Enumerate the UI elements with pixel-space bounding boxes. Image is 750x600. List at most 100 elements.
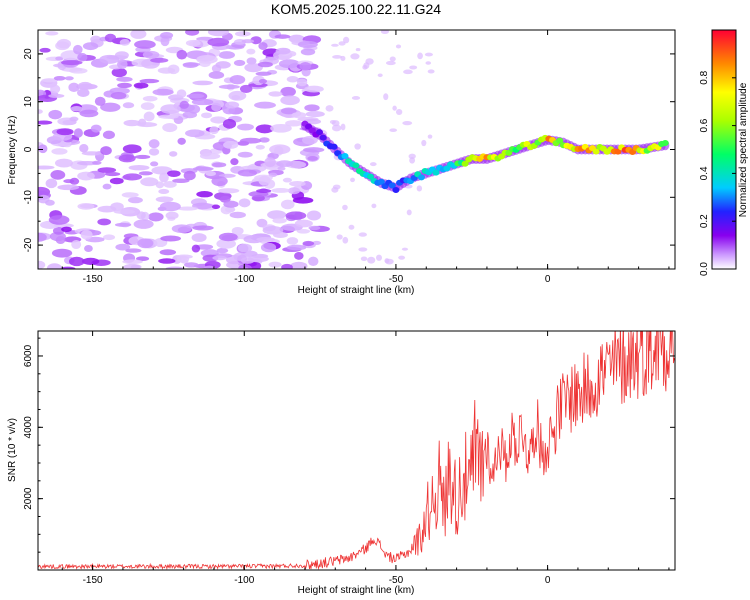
noise-blob [237,151,253,158]
y-tick-label: 2000 [23,487,34,510]
colorbar-tick-label: 0.8 [699,70,710,84]
noise-blob [288,187,301,195]
noise-blob [385,60,396,66]
noise-blob [151,166,173,175]
noise-blob [375,254,383,261]
noise-blob [246,57,257,65]
noise-blob [185,129,205,138]
noise-blob [81,257,100,265]
noise-blob [308,256,319,267]
y-tick-label: 6000 [23,344,34,367]
noise-blob [209,126,219,135]
chart-title: KOM5.2025.100.22.11.G24 [271,1,441,17]
noise-blob [38,144,48,154]
noise-blob [401,247,409,251]
noise-blob [81,151,102,156]
noise-blob [191,233,207,243]
noise-blob [77,203,95,210]
noise-blob [118,154,136,163]
noise-blob [77,81,93,91]
noise-blob [229,211,246,219]
noise-blob [159,201,181,212]
noise-blob [158,114,179,119]
noise-blob [158,188,170,195]
noise-blob [137,238,154,249]
noise-blob [57,184,80,191]
noise-blob [38,109,43,114]
noise-blob [175,254,193,259]
snr-marks [38,331,675,570]
noise-blob [134,154,151,159]
noise-blob [84,244,93,252]
noise-blob [185,30,200,36]
noise-blob [243,235,264,244]
noise-blob [61,66,83,73]
noise-blob [363,62,370,69]
noise-blob [304,104,320,112]
y-tick-label: 4000 [23,416,34,439]
noise-blob [136,122,158,128]
noise-blob [282,177,292,183]
noise-blob [152,88,174,96]
noise-blob [122,102,135,109]
noise-blob [286,244,307,251]
noise-blob [110,202,124,212]
noise-blob [119,38,130,46]
noise-blob [336,234,343,240]
y-tick-label: 0 [23,146,34,152]
noise-blob [196,191,213,198]
noise-blob [211,204,221,210]
noise-blob [163,180,177,188]
noise-blob [51,248,73,258]
noise-blob [342,236,349,244]
x-tick-label: -150 [83,274,103,285]
noise-blob [165,211,179,220]
noise-blob [255,124,274,134]
noise-blob [259,137,270,143]
noise-blob [383,93,389,101]
spectrogram-ylabel: Frequency (Hz) [7,116,18,185]
x-tick-label: -100 [234,274,254,285]
noise-blob [271,187,291,193]
noise-blob [228,90,247,101]
noise-blob [417,52,423,60]
noise-blob [237,169,258,177]
noise-blob [38,232,47,242]
noise-blob [340,123,346,131]
noise-blob [160,235,182,242]
snr-ylabel: SNR (10 * v/v) [7,418,18,482]
noise-blob [169,151,178,157]
noise-blob [384,258,394,265]
y-tick-label: 10 [23,96,34,108]
noise-blob [45,178,58,189]
noise-blob [196,54,218,64]
ridge-point [308,127,316,134]
noise-blob [350,177,355,183]
noise-blob [148,139,160,149]
noise-blob [183,262,199,268]
noise-blob [406,209,412,216]
noise-blob [128,165,150,171]
noise-blob [133,82,149,89]
noise-blob [294,251,304,260]
noise-blob [46,263,63,269]
noise-blob [304,85,324,93]
noise-blob [325,105,334,112]
noise-blob [218,84,240,90]
noise-blob [183,170,196,181]
noise-blob [54,158,74,168]
noise-blob [351,96,361,100]
noise-blob [114,222,132,227]
noise-blob [331,187,339,193]
noise-blob [80,229,93,240]
ridge-point [341,152,349,159]
colorbar [711,29,737,270]
noise-blob [211,102,222,112]
noise-blob [136,211,146,220]
noise-blob [111,67,127,78]
noise-blob [148,212,164,222]
noise-blob [255,71,272,76]
noise-blob [297,40,318,49]
noise-blob [254,101,276,109]
noise-blob [90,35,102,43]
